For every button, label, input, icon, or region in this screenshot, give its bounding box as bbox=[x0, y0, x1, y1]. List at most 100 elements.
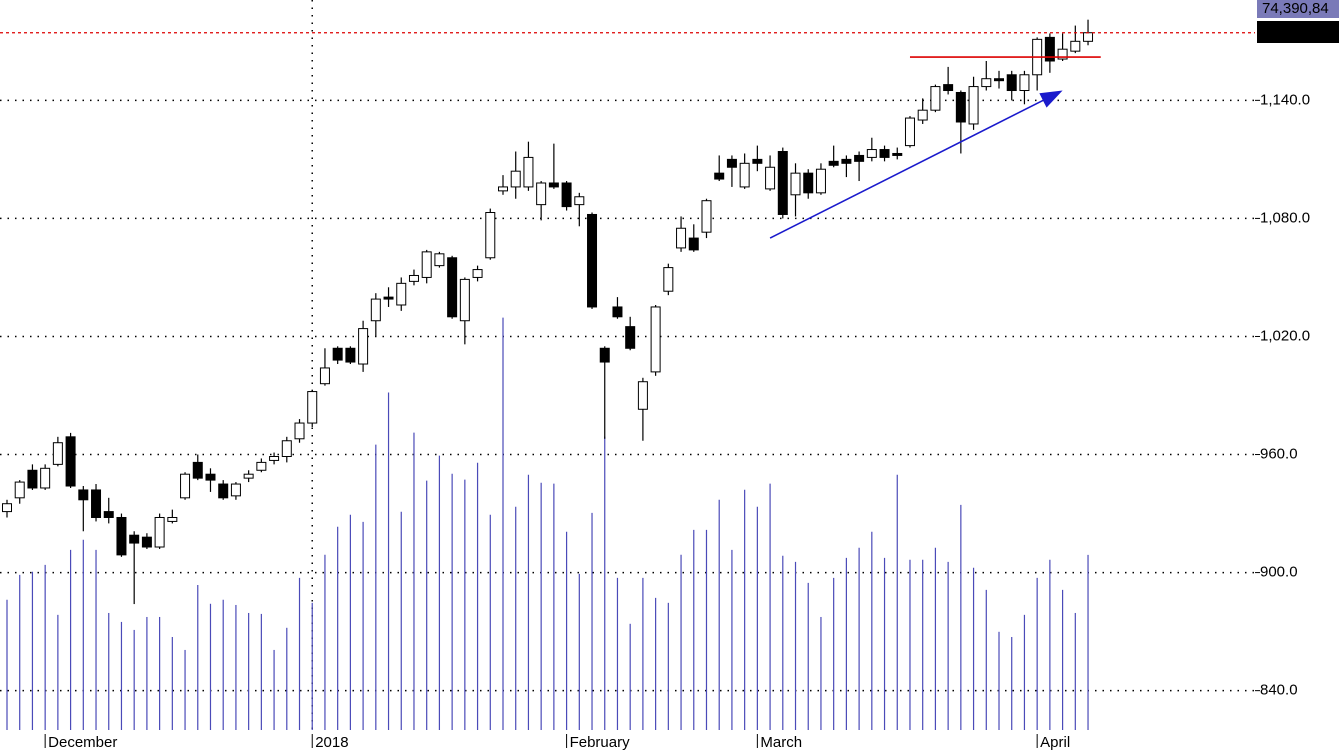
candle-body bbox=[472, 269, 483, 278]
candle-body bbox=[917, 109, 928, 121]
x-tick-label: March bbox=[760, 734, 802, 751]
candle-body bbox=[27, 469, 38, 489]
candle-body bbox=[307, 391, 318, 424]
candle-body bbox=[790, 172, 801, 196]
candle-body bbox=[1070, 40, 1081, 52]
candle-body bbox=[65, 436, 76, 487]
candle-body bbox=[485, 212, 496, 259]
y-tick-label: 840.0 bbox=[1260, 682, 1298, 699]
candle-body bbox=[1083, 32, 1094, 42]
y-tick-label: 1,140.0 bbox=[1260, 91, 1310, 108]
candle-body bbox=[968, 86, 979, 125]
candle-body bbox=[103, 511, 114, 518]
candle-body bbox=[167, 516, 178, 522]
candle-body bbox=[955, 91, 966, 123]
candle-body bbox=[434, 253, 445, 267]
candle-body bbox=[154, 516, 165, 548]
candle-body bbox=[370, 298, 381, 322]
candle-body bbox=[447, 257, 458, 318]
candle-body bbox=[52, 442, 63, 465]
candle-body bbox=[14, 481, 25, 499]
candle-body bbox=[180, 473, 191, 499]
trend-arrowhead bbox=[1039, 90, 1063, 108]
candle-body bbox=[205, 473, 216, 481]
candle-body bbox=[663, 267, 674, 292]
candle-body bbox=[726, 158, 737, 168]
volume-label-box bbox=[1257, 0, 1339, 18]
candle-body bbox=[269, 455, 280, 461]
candle-body bbox=[739, 162, 750, 188]
candle-body bbox=[40, 467, 51, 489]
candle-body bbox=[701, 200, 712, 233]
candle-body bbox=[332, 347, 343, 361]
candle-body bbox=[930, 86, 941, 111]
candle-body bbox=[281, 440, 292, 457]
candle-body bbox=[192, 461, 203, 479]
candle-body bbox=[1044, 36, 1055, 62]
candle-body bbox=[523, 156, 534, 188]
candle-body bbox=[345, 347, 356, 363]
candle-body bbox=[383, 296, 394, 300]
candle-body bbox=[904, 117, 915, 147]
candle-body bbox=[879, 149, 890, 158]
candle-body bbox=[587, 213, 598, 308]
candle-body bbox=[256, 461, 267, 471]
candle-body bbox=[510, 170, 521, 188]
candle-body bbox=[892, 152, 903, 156]
y-tick-label: 960.0 bbox=[1260, 445, 1298, 462]
candle-body bbox=[1006, 74, 1017, 92]
volume-label: 74,390,84 bbox=[1262, 0, 1329, 17]
candle-body bbox=[574, 196, 585, 206]
candle-body bbox=[319, 367, 330, 385]
candle-body bbox=[358, 328, 369, 365]
candle-body bbox=[854, 154, 865, 162]
candle-body bbox=[752, 158, 763, 164]
y-tick-label: 900.0 bbox=[1260, 564, 1298, 581]
candle-body bbox=[866, 149, 877, 158]
candle-body bbox=[765, 166, 776, 190]
candle-body bbox=[2, 503, 12, 513]
candle-body bbox=[408, 274, 419, 282]
price-label: 1,174.37 bbox=[1263, 23, 1321, 40]
candle-body bbox=[688, 237, 699, 251]
candle-body bbox=[1057, 48, 1068, 60]
candle-body bbox=[294, 422, 305, 440]
candle-body bbox=[243, 473, 254, 479]
trend-line bbox=[769, 99, 1044, 239]
x-tick-label: 2018 bbox=[315, 734, 348, 751]
candle-body bbox=[650, 306, 661, 373]
candle-body bbox=[78, 489, 89, 501]
x-tick-label: April bbox=[1040, 734, 1070, 751]
price-label-box bbox=[1257, 21, 1339, 43]
candle-body bbox=[1019, 74, 1030, 92]
candle-body bbox=[637, 381, 648, 410]
candle-body bbox=[459, 278, 470, 322]
candle-body bbox=[841, 158, 852, 164]
candle-body bbox=[803, 172, 814, 194]
candle-body bbox=[612, 306, 623, 318]
candle-body bbox=[536, 182, 547, 206]
y-tick-label: 1,020.0 bbox=[1260, 327, 1310, 344]
candle-body bbox=[141, 536, 152, 548]
candle-body bbox=[91, 489, 102, 518]
candle-body bbox=[561, 182, 572, 208]
candle-body bbox=[116, 516, 127, 556]
candle-body bbox=[815, 168, 826, 194]
candle-body bbox=[828, 160, 839, 166]
candle-body bbox=[994, 78, 1005, 82]
y-tick-label: 1,080.0 bbox=[1260, 209, 1310, 226]
candle-body bbox=[218, 483, 229, 499]
candle-body bbox=[777, 151, 788, 215]
candle-body bbox=[396, 282, 407, 306]
candle-body bbox=[498, 186, 509, 192]
candle-body bbox=[625, 326, 636, 349]
candle-body bbox=[421, 251, 432, 278]
candle-body bbox=[676, 227, 687, 249]
x-tick-label: December bbox=[48, 734, 117, 751]
candle-body bbox=[548, 182, 559, 188]
candle-body bbox=[599, 347, 610, 363]
candle-body bbox=[943, 84, 954, 92]
x-tick-label: February bbox=[570, 734, 631, 751]
